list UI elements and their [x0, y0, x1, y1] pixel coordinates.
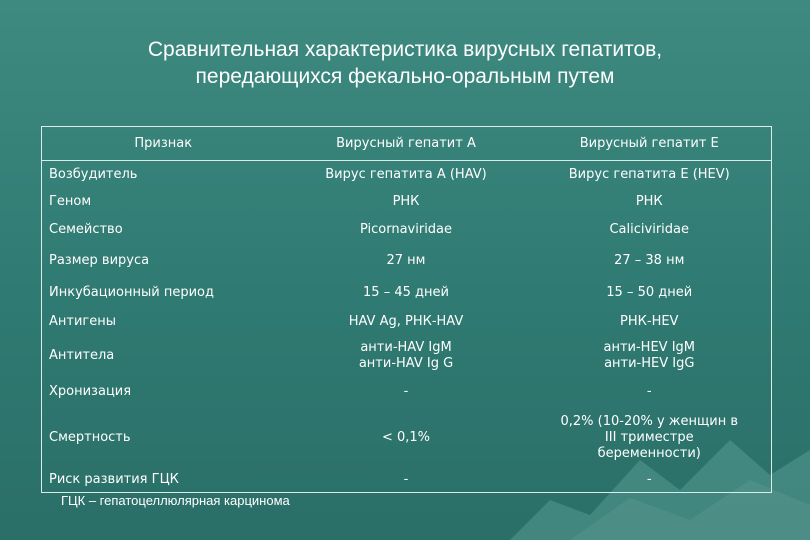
header-hepatitis-a: Вирусный гепатит А: [336, 135, 476, 151]
table-row: Геном РНК РНК: [42, 189, 772, 215]
cell-hepatitis-a: -: [403, 471, 409, 487]
table-row: Антигены HAV Ag, РНК-HAV РНК-HEV: [42, 308, 772, 336]
row-label: Хронизация: [49, 383, 132, 399]
cell-hepatitis-a: 27 нм: [386, 253, 426, 268]
cell-hepatitis-e: анти-HEV IgM анти-HEV IgG: [603, 339, 696, 371]
row-label: Риск развития ГЦК: [49, 471, 179, 487]
header-hepatitis-e: Вирусный гепатит Е: [579, 135, 719, 151]
title-line-2: передающихся фекально-оральным путем: [195, 65, 615, 88]
cell-hepatitis-e: РНК-HEV: [620, 313, 679, 329]
cell-hepatitis-a: РНК: [392, 193, 420, 209]
cell-hepatitis-e: РНК: [635, 193, 663, 209]
cell-hepatitis-e: Caliciviridae: [609, 221, 689, 237]
row-label: Смертность: [49, 429, 131, 445]
row-label: Возбудитель: [49, 166, 138, 182]
comparison-table: Признак Вирусный гепатит А Вирусный гепа…: [41, 126, 772, 493]
table-header-row: Признак Вирусный гепатит А Вирусный гепа…: [41, 127, 772, 161]
row-label: Инкубационный период: [49, 284, 214, 300]
footnote: ГЦК – гепатоцеллюлярная карцинома: [61, 493, 290, 508]
cell-hepatitis-e: Вирус гепатита Е (HEV): [568, 166, 730, 182]
table-row: Смертность < 0,1% 0,2% (10-20% у женщин …: [42, 408, 772, 468]
slide-title: Сравнительная характеристика вирусных ге…: [0, 36, 810, 90]
cell-hepatitis-e: 27 – 38 нм: [614, 253, 685, 268]
header-feature: Признак: [134, 135, 193, 151]
title-line-1: Сравнительная характеристика вирусных ге…: [147, 38, 663, 61]
cell-hepatitis-e: -: [646, 383, 652, 399]
cell-hepatitis-a: 15 – 45 дней: [363, 284, 449, 300]
row-label: Семейство: [49, 221, 123, 237]
cell-hepatitis-a: HAV Ag, РНК-HAV: [348, 313, 464, 329]
cell-hepatitis-a: анти-HAV IgM анти-HAV Ig G: [358, 339, 454, 371]
table-row: Размер вируса 27 нм 27 – 38 нм: [42, 245, 772, 278]
table-row: Антитела анти-HAV IgM анти-HAV Ig G анти…: [42, 336, 772, 376]
cell-hepatitis-a: Вирус гепатита А (HAV): [325, 166, 487, 182]
cell-hepatitis-a: -: [403, 383, 409, 399]
row-label: Антигены: [49, 313, 117, 329]
cell-hepatitis-e: -: [646, 471, 652, 487]
row-label: Размер вируса: [49, 253, 150, 268]
row-label: Геном: [49, 193, 92, 209]
table-row: Возбудитель Вирус гепатита А (HAV) Вирус…: [42, 161, 772, 189]
cell-hepatitis-a: Picornaviridae: [359, 221, 453, 237]
row-label: Антитела: [49, 347, 115, 363]
table-row: Хронизация - -: [42, 376, 772, 408]
cell-hepatitis-e: 15 – 50 дней: [606, 284, 693, 300]
cell-hepatitis-e: 0,2% (10-20% у женщин в III триместре бе…: [560, 413, 738, 461]
table-row: Семейство Picornaviridae Caliciviridae: [42, 215, 772, 245]
table-row: Инкубационный период 15 – 45 дней 15 – 5…: [42, 278, 772, 308]
cell-hepatitis-a: < 0,1%: [381, 429, 431, 445]
table-row: Риск развития ГЦК - -: [42, 468, 772, 493]
